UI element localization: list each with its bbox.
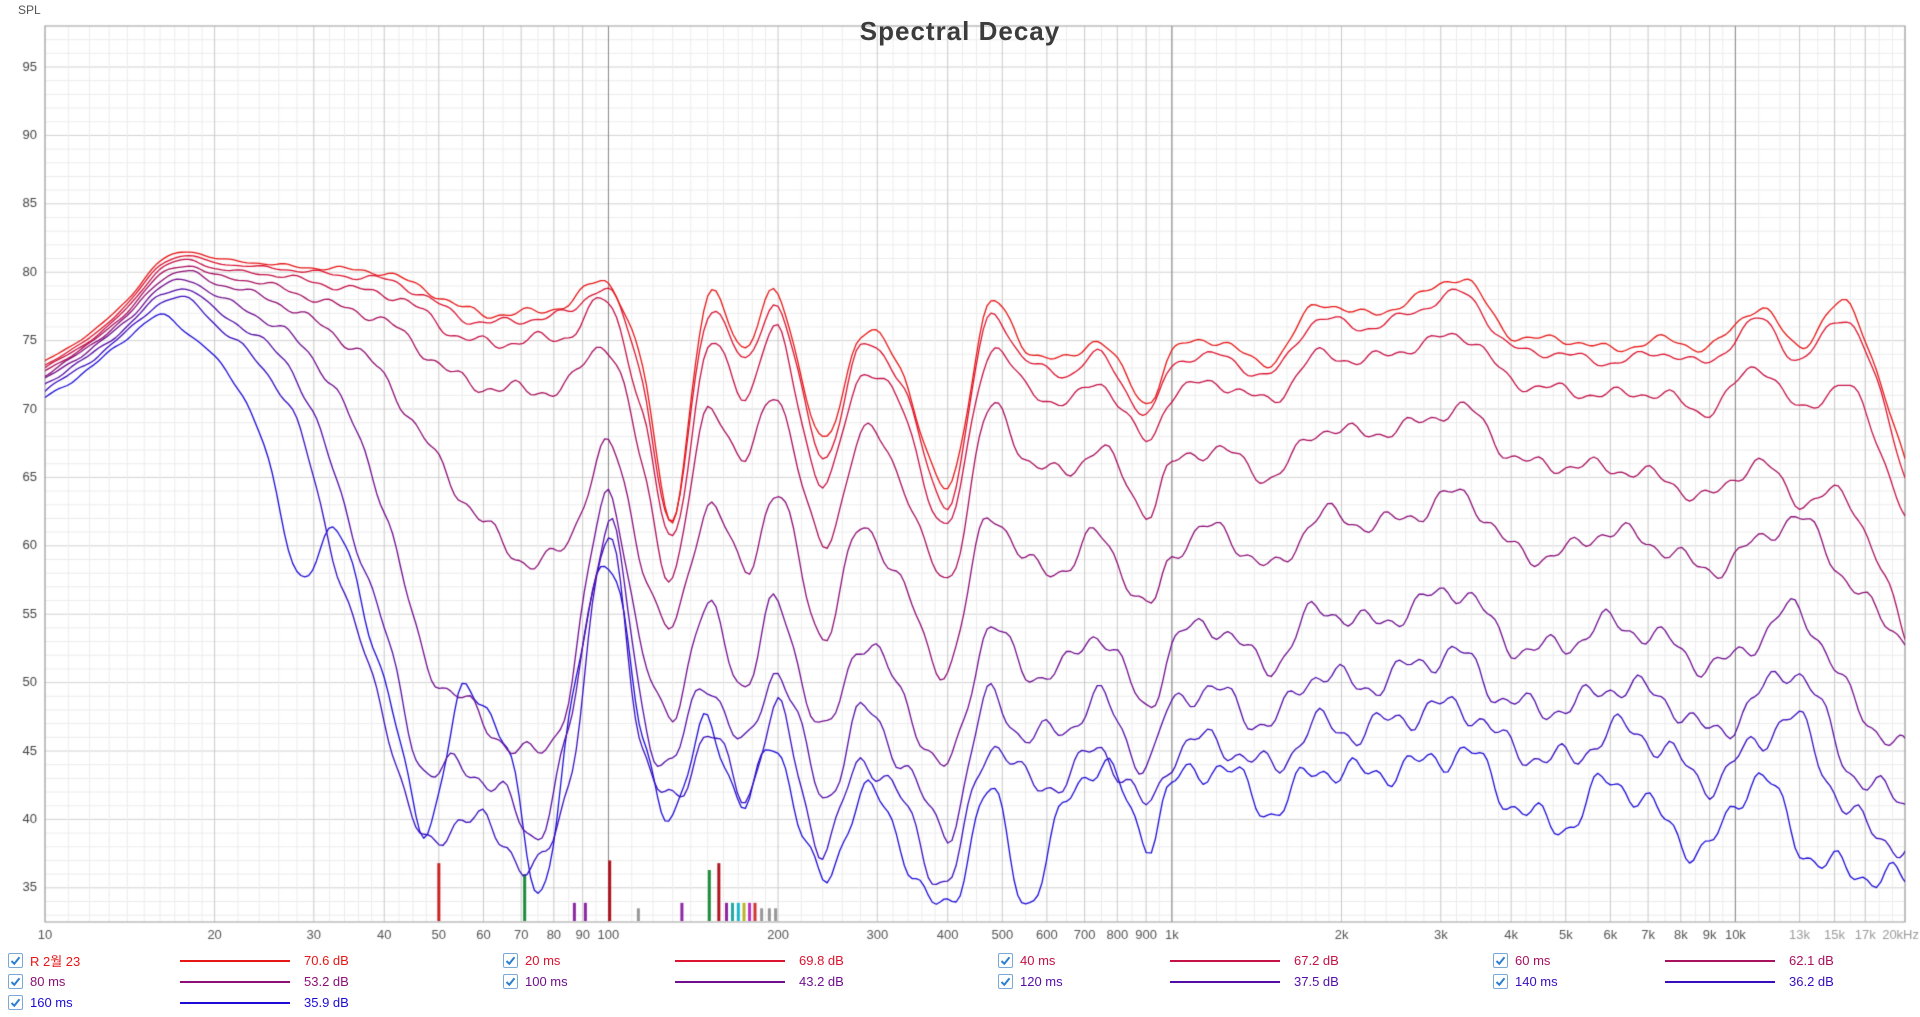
legend-level-value: 53.2 dB bbox=[304, 974, 349, 989]
legend-level-value: 67.2 dB bbox=[1294, 953, 1339, 968]
legend-line-sample bbox=[1170, 980, 1280, 983]
legend: R 2월 23 70.6 dB 20 ms 69.8 dB 40 ms 67.2 dB 60… bbox=[0, 950, 1920, 1013]
legend-label: 40 ms bbox=[1020, 953, 1056, 968]
legend-item-140-ms: 140 ms 36.2 dB bbox=[1485, 974, 1920, 989]
check-icon bbox=[10, 956, 21, 966]
legend-item-100-ms: 100 ms 43.2 dB bbox=[495, 974, 990, 989]
legend-label: R 2월 23 bbox=[30, 954, 81, 969]
legend-label: 80 ms bbox=[30, 974, 66, 989]
spectral-decay-plot[interactable] bbox=[0, 0, 1920, 950]
legend-checkbox[interactable] bbox=[1493, 974, 1508, 989]
legend-line-sample bbox=[180, 980, 290, 983]
check-icon bbox=[1495, 977, 1506, 987]
check-icon bbox=[1000, 977, 1011, 987]
legend-line-sample bbox=[180, 959, 290, 962]
legend-item-20-ms: 20 ms 69.8 dB bbox=[495, 953, 990, 968]
legend-line-sample bbox=[675, 980, 785, 983]
legend-label: 60 ms bbox=[1515, 953, 1551, 968]
legend-checkbox[interactable] bbox=[503, 974, 518, 989]
check-icon bbox=[505, 977, 516, 987]
legend-checkbox[interactable] bbox=[8, 995, 23, 1010]
legend-row: 160 ms 35.9 dB bbox=[0, 992, 1920, 1013]
legend-label: 100 ms bbox=[525, 974, 568, 989]
legend-item-40-ms: 40 ms 67.2 dB bbox=[990, 953, 1485, 968]
legend-level-value: 69.8 dB bbox=[799, 953, 844, 968]
legend-level-value: 35.9 dB bbox=[304, 995, 349, 1010]
legend-label: 160 ms bbox=[30, 995, 73, 1010]
legend-line-sample bbox=[1665, 959, 1775, 962]
legend-line-sample bbox=[1170, 959, 1280, 962]
legend-row: R 2월 23 70.6 dB 20 ms 69.8 dB 40 ms 67.2 dB 60… bbox=[0, 950, 1920, 971]
legend-line-sample bbox=[1665, 980, 1775, 983]
legend-level-value: 36.2 dB bbox=[1789, 974, 1834, 989]
legend-checkbox[interactable] bbox=[998, 953, 1013, 968]
check-icon bbox=[10, 998, 21, 1008]
check-icon bbox=[1495, 956, 1506, 966]
legend-row: 80 ms 53.2 dB 100 ms 43.2 dB 120 ms 37.5 dB 14… bbox=[0, 971, 1920, 992]
legend-checkbox[interactable] bbox=[8, 953, 23, 968]
check-icon bbox=[505, 956, 516, 966]
legend-item-60-ms: 60 ms 62.1 dB bbox=[1485, 953, 1920, 968]
legend-checkbox[interactable] bbox=[1493, 953, 1508, 968]
legend-item-160-ms: 160 ms 35.9 dB bbox=[0, 995, 495, 1010]
legend-line-sample bbox=[675, 959, 785, 962]
legend-item-80-ms: 80 ms 53.2 dB bbox=[0, 974, 495, 989]
check-icon bbox=[10, 977, 21, 987]
legend-checkbox[interactable] bbox=[503, 953, 518, 968]
legend-item-120-ms: 120 ms 37.5 dB bbox=[990, 974, 1485, 989]
legend-item-r-2월-23: R 2월 23 70.6 dB bbox=[0, 951, 495, 970]
legend-label: 140 ms bbox=[1515, 974, 1558, 989]
check-icon bbox=[1000, 956, 1011, 966]
legend-level-value: 62.1 dB bbox=[1789, 953, 1834, 968]
legend-level-value: 43.2 dB bbox=[799, 974, 844, 989]
legend-level-value: 70.6 dB bbox=[304, 953, 349, 968]
legend-checkbox[interactable] bbox=[8, 974, 23, 989]
legend-level-value: 37.5 dB bbox=[1294, 974, 1339, 989]
legend-line-sample bbox=[180, 1001, 290, 1004]
legend-label: 120 ms bbox=[1020, 974, 1063, 989]
legend-checkbox[interactable] bbox=[998, 974, 1013, 989]
legend-label: 20 ms bbox=[525, 953, 561, 968]
